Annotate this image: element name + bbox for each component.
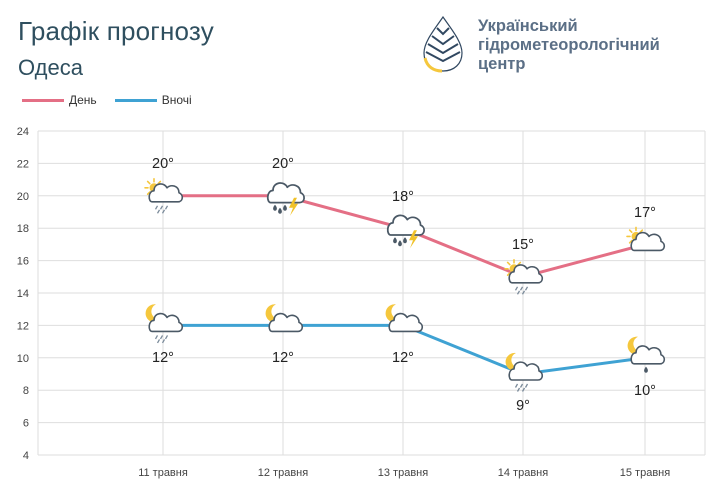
- y-tick-label: 20: [17, 191, 29, 203]
- brand-name: Український гідрометеорологічний центр: [478, 17, 660, 74]
- day-temp-label: 17°: [634, 205, 656, 221]
- x-tick-label: 12 травня: [258, 467, 308, 479]
- y-tick-label: 22: [17, 158, 29, 170]
- day-series-line: [163, 194, 646, 279]
- moon-cloud-drop-icon: [627, 336, 666, 373]
- night-temp-label: 10°: [634, 383, 656, 399]
- brand-line-2: гідрометеорологічний: [478, 36, 660, 54]
- legend-swatch-day: [22, 98, 64, 102]
- y-tick-label: 18: [17, 223, 29, 235]
- cloud-rain-lightning-icon: [386, 214, 425, 249]
- x-tick-label: 13 травня: [378, 467, 428, 479]
- legend-label-day: День: [69, 93, 97, 107]
- y-tick-label: 24: [17, 126, 29, 138]
- y-tick-label: 16: [17, 256, 29, 268]
- brand: Український гідрометеорологічний центр: [418, 14, 708, 78]
- cloud-rain-lightning-icon: [266, 182, 305, 216]
- sun-cloud-icon: [626, 226, 666, 252]
- moon-cloud-rain-icon: [505, 352, 544, 392]
- legend-item-day[interactable]: День: [22, 93, 97, 107]
- hydromet-logo-icon: [423, 15, 463, 73]
- chart-legend: День Вночі: [22, 92, 210, 108]
- moon-cloud-icon: [385, 304, 424, 333]
- legend-item-night[interactable]: Вночі: [114, 93, 192, 107]
- moon-cloud-icon: [265, 304, 304, 333]
- day-temp-label: 18°: [392, 189, 414, 205]
- x-tick-label: 14 травня: [498, 467, 548, 479]
- y-tick-label: 8: [23, 385, 29, 397]
- moon-cloud-rain-icon: [145, 304, 184, 344]
- x-tick-label: 11 травня: [138, 467, 188, 479]
- page-title: Графік прогнозу: [18, 16, 214, 46]
- night-temp-label: 9°: [516, 398, 530, 414]
- night-temp-label: 12°: [152, 350, 174, 366]
- legend-label-night: Вночі: [161, 93, 192, 107]
- day-temp-label: 20°: [272, 156, 294, 172]
- y-tick-label: 10: [17, 353, 29, 365]
- city-name: Одеса: [18, 55, 83, 80]
- day-temp-label: 15°: [512, 237, 534, 253]
- y-tick-label: 12: [17, 320, 29, 332]
- sun-cloud-rain-icon: [504, 258, 544, 295]
- legend-swatch-night: [114, 98, 157, 102]
- y-tick-label: 4: [23, 450, 29, 462]
- sun-cloud-rain-icon: [144, 178, 184, 214]
- brand-line-1: Український: [478, 17, 578, 35]
- y-tick-label: 14: [17, 288, 29, 300]
- day-temp-label: 20°: [152, 156, 174, 172]
- night-temp-label: 12°: [272, 350, 294, 366]
- brand-line-3: центр: [478, 55, 526, 73]
- x-tick-label: 15 травня: [620, 467, 670, 479]
- night-temp-label: 12°: [392, 350, 414, 366]
- y-tick-label: 6: [23, 418, 29, 430]
